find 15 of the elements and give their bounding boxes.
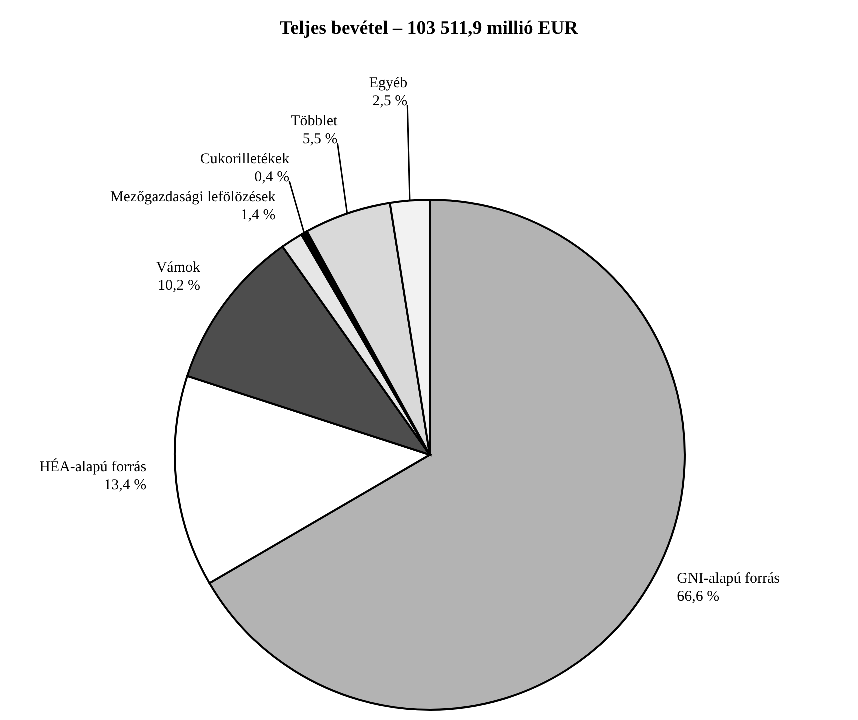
slice-label: Mezőgazdasági lefölözések <box>110 189 276 206</box>
chart-title: Teljes bevétel – 103 511,9 millió EUR <box>280 18 579 39</box>
slice-label: Egyéb <box>369 75 408 92</box>
slice-label: GNI-alapú forrás <box>677 570 780 587</box>
data-label: 2,5 % <box>372 93 408 110</box>
data-label: 1,4 % <box>240 207 276 224</box>
data-label: 13,4 % <box>104 477 147 494</box>
slice-label: Többlet <box>291 113 339 130</box>
data-label: 66,6 % <box>677 588 720 605</box>
slice-label: Vámok <box>156 260 201 276</box>
slice-label: Cukorilletékek <box>200 151 290 168</box>
data-label: 5,5 % <box>302 131 338 148</box>
data-label: 0,4 % <box>254 169 290 186</box>
data-label: 10,2 % <box>158 278 200 294</box>
slice-label: HÉA-alapú forrás <box>40 458 147 476</box>
